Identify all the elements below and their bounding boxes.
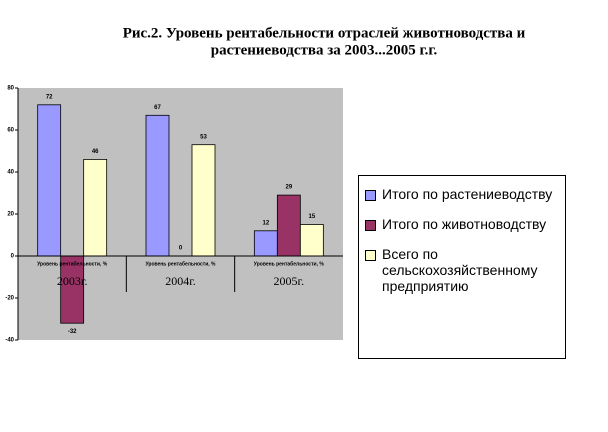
legend-item: Итого по растениеводству	[365, 186, 559, 202]
x-tick-label: Уровень рентабельности, %	[254, 260, 325, 267]
legend-item: Итого по животноводству	[365, 216, 559, 232]
x-tick-label: Уровень рентабельности, %	[37, 260, 108, 267]
data-label: 0	[179, 246, 183, 252]
chart-title: растениеводства за 2003...2005 г.г.	[211, 42, 438, 58]
group-label: 2005г.	[274, 274, 305, 288]
y-tick-label: 20	[7, 212, 14, 218]
data-label: 29	[285, 185, 292, 191]
legend-swatch	[365, 190, 376, 201]
legend-swatch	[365, 220, 376, 231]
data-label: 67	[154, 105, 161, 111]
group-label: 2003г.	[57, 274, 88, 288]
data-label: 46	[92, 149, 99, 155]
y-tick-label: 60	[7, 128, 14, 134]
y-tick-label: 40	[7, 170, 14, 176]
legend-swatch	[365, 250, 376, 261]
bar	[83, 158, 108, 257]
bar	[253, 230, 278, 257]
legend: Итого по растениеводству Итого по животно…	[358, 175, 566, 359]
bar	[145, 114, 170, 257]
legend-label: Итого по животноводству	[382, 216, 547, 232]
bar	[276, 194, 301, 257]
data-label: 72	[46, 94, 53, 100]
data-label: -32	[68, 329, 77, 335]
x-tick-label: Уровень рентабельности, %	[145, 260, 216, 267]
chart-title: Рис.2. Уровень рентабельности отраслей ж…	[123, 25, 526, 41]
data-label: 12	[262, 220, 269, 226]
y-tick-label: -20	[5, 296, 14, 302]
legend-label: Итого по растениеводству	[382, 186, 553, 202]
group-label: 2004г.	[165, 274, 196, 288]
legend-item: Всего по сельскохозяйственному предприят…	[365, 246, 559, 294]
y-tick-label: 80	[7, 86, 14, 92]
data-label: 53	[200, 134, 207, 140]
bar	[191, 144, 216, 257]
y-tick-label: 0	[11, 254, 15, 260]
bar	[37, 104, 62, 257]
data-label: 15	[308, 214, 315, 220]
legend-label: Всего по сельскохозяйственному предприят…	[382, 246, 538, 294]
y-tick-label: -40	[5, 338, 14, 344]
bar	[299, 224, 324, 257]
